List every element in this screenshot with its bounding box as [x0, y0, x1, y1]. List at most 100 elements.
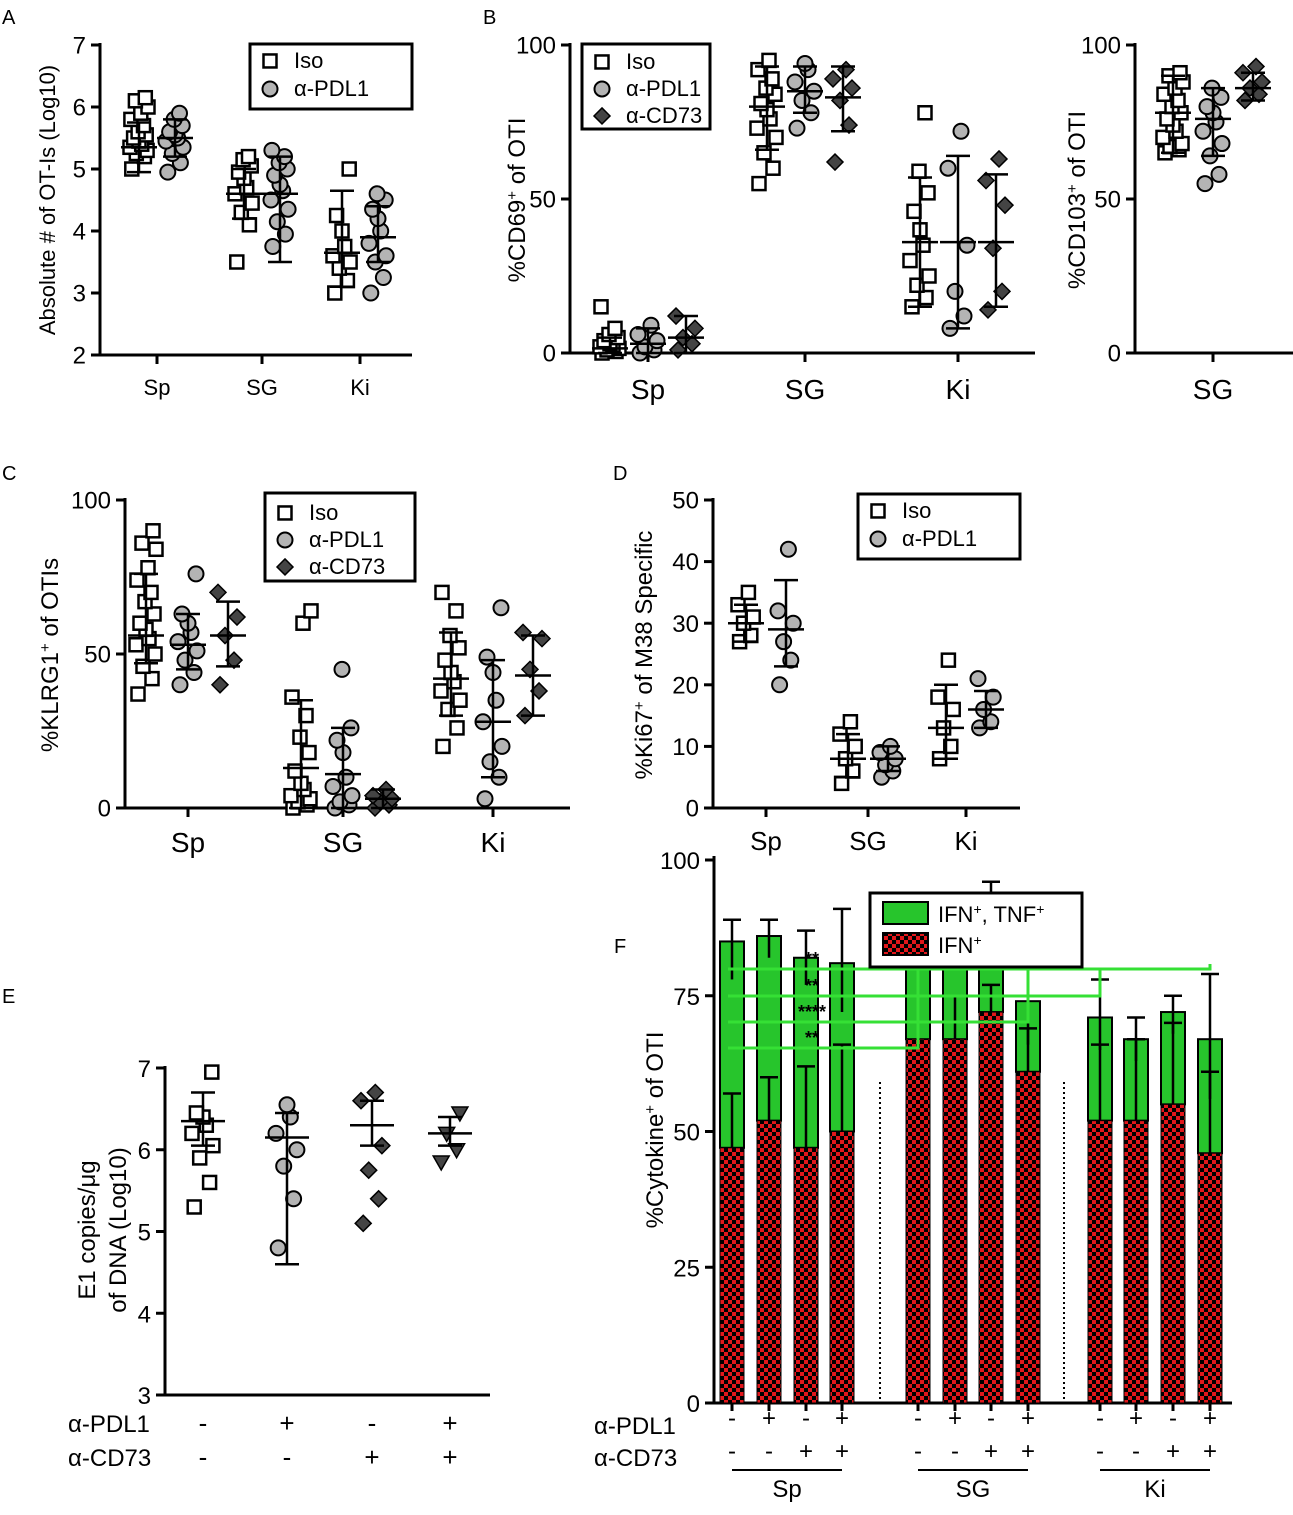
bar-group: [719, 918, 745, 1411]
y-tick-label: 30: [672, 611, 699, 638]
y-axis-label: %Ki67+ of M38 Specific: [631, 531, 659, 780]
data-point: [836, 60, 856, 79]
data-point: [366, 1083, 385, 1102]
data-point: [749, 120, 765, 136]
legend-label: α-CD73: [309, 554, 385, 579]
data-point: [434, 584, 450, 601]
significance-stars: **: [805, 949, 819, 969]
data-point: [779, 540, 797, 558]
data-point: [771, 676, 789, 694]
treatment-sign: +: [835, 1405, 849, 1432]
data-group: [1233, 57, 1272, 110]
legend-label: IFN+, TNF+: [938, 901, 1044, 927]
data-group: [208, 583, 247, 694]
panel-label: F: [614, 936, 626, 958]
data-point: [186, 1199, 202, 1215]
data-point: [917, 105, 933, 121]
y-axis-label-sup: +: [504, 191, 521, 200]
data-point: [368, 185, 386, 203]
x-tick-label: SG: [246, 375, 278, 400]
data-point: [268, 213, 286, 231]
data-point: [362, 284, 380, 302]
data-point: [955, 307, 973, 325]
data-point: [360, 234, 378, 252]
y-axis-label-part: of OTI: [1064, 111, 1091, 184]
treatment-sign: +: [762, 1405, 776, 1432]
data-point: [129, 572, 145, 588]
data-point: [775, 633, 793, 651]
data-point: [435, 738, 451, 755]
data-point: [825, 152, 845, 172]
bar-group: [829, 907, 855, 1411]
data-point: [847, 738, 863, 755]
data-point: [902, 252, 918, 269]
data-point: [284, 689, 300, 705]
legend-marker: [262, 53, 278, 69]
treatment-sign: +: [1021, 1405, 1035, 1432]
data-point: [969, 670, 987, 688]
data-point: [148, 541, 164, 558]
y-tick-label: 0: [687, 1391, 700, 1418]
y-tick-label: 50: [673, 1120, 700, 1147]
data-point: [921, 268, 937, 284]
data-point: [188, 642, 206, 660]
data-point: [1196, 175, 1214, 193]
bar-ifn: [905, 1038, 931, 1404]
data-point: [208, 583, 228, 602]
y-axis-label-part: %CD103: [1064, 193, 1091, 289]
data-point: [952, 122, 970, 140]
data-point: [337, 768, 355, 786]
data-point: [946, 282, 964, 300]
y-axis-label-part: of OTI: [642, 1032, 669, 1105]
bar-ifn: [1160, 1103, 1186, 1404]
treatment-sign: -: [1096, 1405, 1104, 1432]
significance-bracket: [728, 964, 1212, 971]
data-point: [328, 731, 346, 749]
data-point: [1210, 165, 1228, 183]
treatment-sign: -: [987, 1405, 995, 1432]
y-axis-label-part: of DNA (Log10): [105, 1147, 132, 1312]
data-point: [1213, 135, 1231, 153]
legend-marker: [592, 106, 612, 126]
y-axis-label: %CD103+ of OTI: [1064, 111, 1092, 289]
data-group: [786, 54, 823, 137]
row-label-pdl1: α-PDL1: [68, 1411, 150, 1438]
data-group: [363, 780, 402, 818]
treatment-sign: +: [1203, 1405, 1217, 1432]
legend-label-sup: +: [1036, 901, 1044, 917]
y-tick-label: 50: [84, 642, 111, 669]
bar-ifn: [829, 1131, 855, 1404]
data-point: [1172, 64, 1188, 81]
data-point: [279, 200, 297, 218]
treatment-sign: +: [799, 1438, 813, 1465]
y-axis-label-sup: +: [642, 1105, 659, 1114]
treatment-sign: -: [728, 1405, 736, 1432]
data-point: [210, 675, 230, 694]
data-point: [764, 71, 780, 87]
legend-label: IFN+: [938, 932, 982, 958]
data-group: [728, 584, 764, 650]
data-point: [958, 236, 976, 254]
data-point: [124, 161, 140, 177]
data-point: [685, 319, 705, 338]
data-point: [229, 254, 245, 270]
x-tick-label: SG: [785, 374, 825, 405]
data-point: [1155, 129, 1171, 146]
treatment-sign: -: [728, 1438, 736, 1465]
x-tick-label: Sp: [631, 374, 665, 405]
y-tick-label: 100: [660, 848, 700, 875]
y-axis-label-sup: +: [1064, 184, 1081, 193]
data-group: [181, 1064, 225, 1215]
bar-ifn: [793, 1147, 819, 1404]
bar-group: [1087, 978, 1113, 1411]
data-point: [642, 316, 660, 334]
x-tick-label: SG: [323, 827, 363, 858]
treatment-sign: -: [368, 1408, 377, 1438]
y-axis-label-part: %Ki67: [631, 710, 658, 779]
data-group: [157, 104, 193, 181]
data-point: [1159, 111, 1175, 127]
x-tick-label: SG: [1193, 374, 1233, 405]
data-point: [140, 560, 156, 576]
treatment-sign: +: [835, 1438, 849, 1465]
